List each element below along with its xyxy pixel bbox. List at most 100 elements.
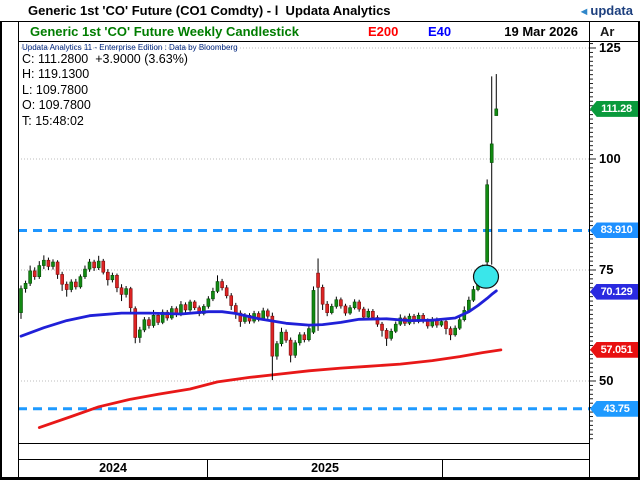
- yaxis-tick-label: 50: [599, 373, 614, 388]
- candlestick: [471, 289, 476, 301]
- chart-header: Generic 1st 'CO' Future Weekly Candlesti…: [18, 22, 589, 42]
- corner-label: Ar: [600, 24, 615, 39]
- quote-low: L: 109.7800: [22, 82, 89, 97]
- quote-time: T: 15:48:02: [22, 113, 84, 128]
- price-badge: 43.75: [590, 400, 638, 417]
- candlestick: [115, 275, 119, 289]
- candlestick: [375, 317, 380, 325]
- candlestick: [92, 261, 96, 269]
- candlestick: [156, 314, 160, 323]
- updata-logo: ◄updata: [578, 3, 633, 18]
- window-titlebar[interactable]: Generic 1st 'CO' Future (CO1 Comdty) - l…: [0, 0, 640, 21]
- candlestick: [384, 330, 389, 339]
- candlestick: [238, 312, 243, 322]
- candlestick: [110, 275, 115, 281]
- yaxis-tick-label: 125: [599, 40, 621, 55]
- candlestick: [78, 276, 83, 288]
- candlestick: [329, 306, 334, 313]
- window-title: Generic 1st 'CO' Future (CO1 Comdty) - l…: [28, 3, 391, 18]
- chart-date: 19 Mar 2026: [504, 24, 578, 39]
- year-divider-2: [442, 459, 443, 477]
- window-border-left: [0, 0, 2, 480]
- candlestick: [233, 305, 238, 314]
- quote-high: H: 119.1300: [22, 67, 90, 82]
- e200-ma-line: [37, 348, 503, 429]
- year-divider-1: [207, 459, 208, 477]
- candlestick: [311, 290, 316, 333]
- candlestick: [142, 319, 147, 331]
- candlestick: [489, 143, 494, 163]
- candlestick: [147, 319, 151, 326]
- candlestick: [192, 301, 197, 309]
- candlestick: [37, 265, 42, 277]
- candlestick: [101, 260, 106, 273]
- chart-title: Generic 1st 'CO' Future Weekly Candlesti…: [30, 24, 299, 39]
- candlestick: [457, 319, 462, 329]
- yaxis-tick-label: 75: [599, 262, 614, 277]
- candlestick: [361, 308, 366, 318]
- candlestick: [348, 307, 352, 314]
- candlestick: [220, 281, 224, 289]
- candlestick: [151, 314, 156, 326]
- candlestick: [188, 301, 192, 311]
- candlestick: [494, 108, 499, 116]
- candlestick: [389, 330, 393, 339]
- xaxis-year-2025: 2025: [311, 461, 339, 475]
- candlestick: [325, 303, 329, 313]
- plot-border-right: [589, 22, 590, 477]
- price-chart[interactable]: [18, 42, 640, 443]
- price-badge: 70.129: [590, 283, 638, 300]
- candlestick: [339, 299, 343, 307]
- candlestick: [261, 310, 266, 320]
- candlestick: [448, 328, 453, 336]
- xaxis-year-2024: 2024: [99, 461, 127, 475]
- price-badge: 57.051: [590, 341, 638, 358]
- candlestick: [343, 305, 348, 314]
- candlestick: [316, 272, 320, 288]
- candlestick: [19, 288, 23, 313]
- candlestick: [133, 308, 138, 338]
- xaxis-year-2026: [443, 459, 589, 477]
- candlestick: [32, 270, 37, 277]
- candlestick: [366, 310, 371, 318]
- candlestick: [297, 334, 302, 344]
- candlestick: [307, 328, 311, 341]
- price-badge: 83.910: [590, 222, 638, 239]
- titlebar-divider: [0, 20, 640, 22]
- candlestick: [439, 321, 444, 326]
- candlestick: [485, 184, 489, 263]
- e40-ma-line: [19, 289, 498, 338]
- candlestick: [51, 261, 55, 267]
- candlestick: [352, 301, 357, 309]
- yaxis-tick-label: 100: [599, 151, 621, 166]
- candlestick: [265, 310, 270, 317]
- plot-border-left: [18, 22, 19, 477]
- candlestick: [380, 323, 384, 331]
- e200-legend: E200: [368, 24, 399, 39]
- window-border-right: [638, 0, 640, 480]
- candlestick: [293, 342, 298, 356]
- candlestick: [215, 281, 220, 292]
- candlestick: [334, 299, 339, 307]
- price-badge: 111.28: [590, 100, 638, 117]
- candlestick: [206, 298, 211, 307]
- candlestick: [60, 274, 64, 285]
- info-bar: Updata Analytics 11 - Enterprise Edition…: [22, 43, 238, 52]
- candlestick: [165, 311, 170, 319]
- candlestick: [202, 306, 206, 314]
- candlestick: [302, 334, 307, 341]
- candlestick: [128, 288, 133, 309]
- xaxis-divider: [18, 459, 590, 460]
- updata-logo-icon: ◄: [578, 6, 590, 18]
- candlestick: [224, 287, 229, 297]
- candlestick: [96, 260, 101, 269]
- candlestick: [284, 331, 288, 341]
- quote-open: O: 109.7800: [22, 98, 91, 113]
- candlestick: [46, 259, 51, 267]
- quote-panel: C: 111.2800 +3.9000 (3.63%) H: 119.1300 …: [22, 52, 188, 129]
- updata-logo-text: updata: [590, 3, 633, 18]
- candlestick: [467, 299, 471, 311]
- window-border-bottom: [0, 477, 640, 480]
- e40-legend: E40: [428, 24, 452, 39]
- candlestick: [42, 259, 46, 266]
